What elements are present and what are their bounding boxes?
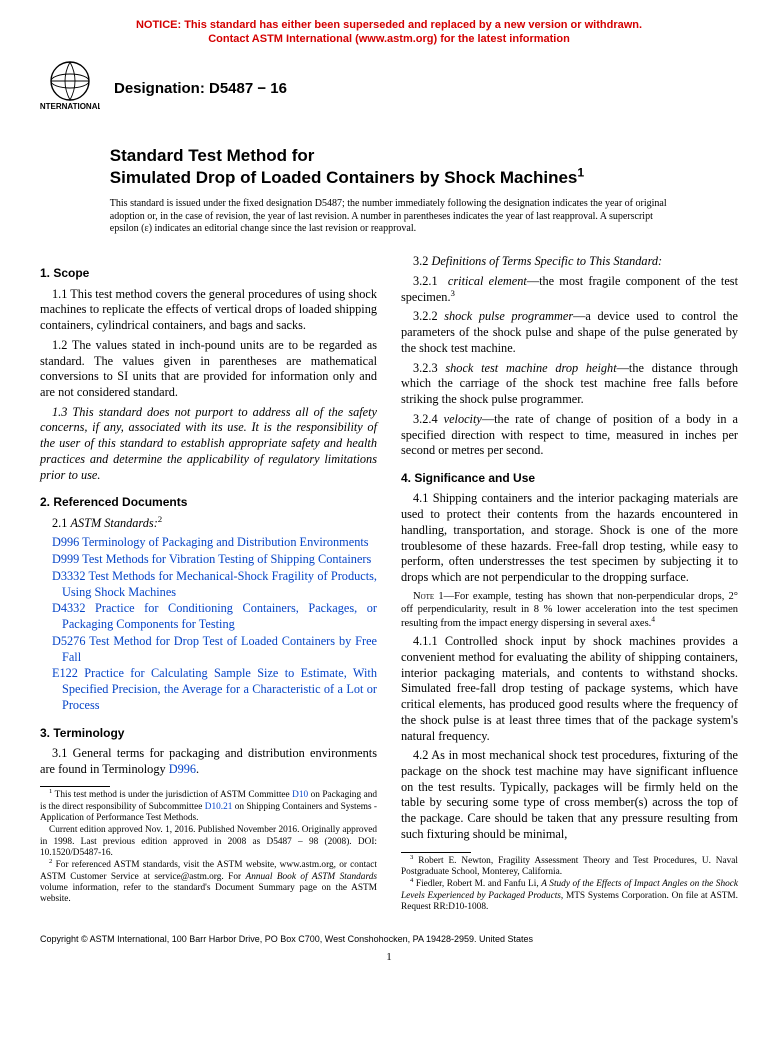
para-3-2-3: 3.2.3 shock test machine drop height—the… [401, 361, 738, 408]
body-columns: 1. Scope 1.1 This test method covers the… [40, 254, 738, 914]
para-1-2: 1.2 The values stated in inch-pound unit… [40, 338, 377, 401]
copyright-line: Copyright © ASTM International, 100 Barr… [40, 934, 738, 946]
footnote-3: 3 Robert E. Newton, Fragility Assessment… [401, 856, 738, 879]
fn3-text: Robert E. Newton, Fragility Assessment T… [401, 856, 738, 877]
ref-d5276[interactable]: D5276 Test Method for Drop Test of Loade… [40, 634, 377, 665]
ref-d996[interactable]: D996 Terminology of Packaging and Distri… [40, 535, 377, 551]
para-1-1: 1.1 This test method covers the general … [40, 287, 377, 334]
ref-d999[interactable]: D999 Test Methods for Vibration Testing … [40, 552, 377, 568]
para-1-3: 1.3 This standard does not purport to ad… [40, 405, 377, 484]
section-1-head: 1. Scope [40, 266, 377, 281]
page-number: 1 [40, 950, 738, 964]
para-3-2-1: 3.2.1 critical element—the most fragile … [401, 274, 738, 305]
fn1-a: This test method is under the jurisdicti… [55, 790, 292, 800]
fn1-link2[interactable]: D10.21 [205, 802, 233, 812]
para-3-2: 3.2 Definitions of Terms Specific to Thi… [401, 254, 738, 270]
designation-header: INTERNATIONAL Designation: D5487 − 16 [40, 61, 738, 118]
para-4-1-1: 4.1.1 Controlled shock input by shock ma… [401, 634, 738, 744]
ref-d3332[interactable]: D3332 Test Methods for Mechanical-Shock … [40, 569, 377, 600]
astm-logo: INTERNATIONAL [40, 61, 100, 118]
right-column: 3.2 Definitions of Terms Specific to Thi… [401, 254, 738, 914]
footnote-1: 1 This test method is under the jurisdic… [40, 790, 377, 824]
notice-line1: NOTICE: This standard has either been su… [136, 19, 642, 31]
ref-d4332[interactable]: D4332 Practice for Conditioning Containe… [40, 601, 377, 632]
s2-1-lead: 2.1 [52, 516, 70, 530]
para-2-1: 2.1 ASTM Standards:2 [40, 516, 377, 532]
svg-text:INTERNATIONAL: INTERNATIONAL [40, 102, 100, 111]
fn2-b: volume information, refer to the standar… [40, 883, 377, 904]
para-4-2: 4.2 As in most mechanical shock test pro… [401, 748, 738, 842]
s3-1-b: . [196, 762, 199, 776]
section-3-head: 3. Terminology [40, 726, 377, 741]
para-3-2-4: 3.2.4 velocity—the rate of change of pos… [401, 412, 738, 459]
note-1: Note 1—For example, testing has shown th… [401, 590, 738, 630]
standard-title: Standard Test Method for Simulated Drop … [110, 145, 668, 188]
superseded-notice: NOTICE: This standard has either been su… [40, 18, 738, 47]
s3-2-label: Definitions of Terms Specific to This St… [431, 254, 662, 268]
s3-2-lead: 3.2 [413, 254, 431, 268]
para-4-1: 4.1 Shipping containers and the interior… [401, 491, 738, 585]
para-3-2-2: 3.2.2 shock pulse programmer—a device us… [401, 309, 738, 356]
issuance-note: This standard is issued under the fixed … [110, 198, 668, 236]
link-d996[interactable]: D996 [169, 762, 196, 776]
footnote-rule-right [401, 852, 471, 853]
left-column: 1. Scope 1.1 This test method covers the… [40, 254, 377, 914]
fn2-it: Annual Book of ASTM Standards [246, 872, 377, 882]
s3-1-a: 3.1 General terms for packaging and dist… [40, 746, 377, 776]
section-4-head: 4. Significance and Use [401, 471, 738, 486]
fn1-link1[interactable]: D10 [292, 790, 308, 800]
footnote-2: 2 For referenced ASTM standards, visit t… [40, 860, 377, 905]
fn4-a: Fiedler, Robert M. and Fanfu Li, [416, 879, 541, 889]
notice-line2: Contact ASTM International (www.astm.org… [208, 33, 570, 45]
title-line2: Simulated Drop of Loaded Containers by S… [110, 168, 578, 187]
footnote-rule-left [40, 786, 110, 787]
para-3-1: 3.1 General terms for packaging and dist… [40, 746, 377, 777]
title-block: Standard Test Method for Simulated Drop … [110, 145, 668, 236]
s2-1-label: ASTM Standards: [70, 516, 157, 530]
footnote-1d: Current edition approved Nov. 1, 2016. P… [40, 825, 377, 859]
footnote-4: 4 Fiedler, Robert M. and Fanfu Li, A Stu… [401, 879, 738, 913]
title-line1: Standard Test Method for [110, 146, 315, 165]
section-2-head: 2. Referenced Documents [40, 495, 377, 510]
ref-e122[interactable]: E122 Practice for Calculating Sample Siz… [40, 666, 377, 713]
designation-text: Designation: D5487 − 16 [114, 79, 287, 98]
